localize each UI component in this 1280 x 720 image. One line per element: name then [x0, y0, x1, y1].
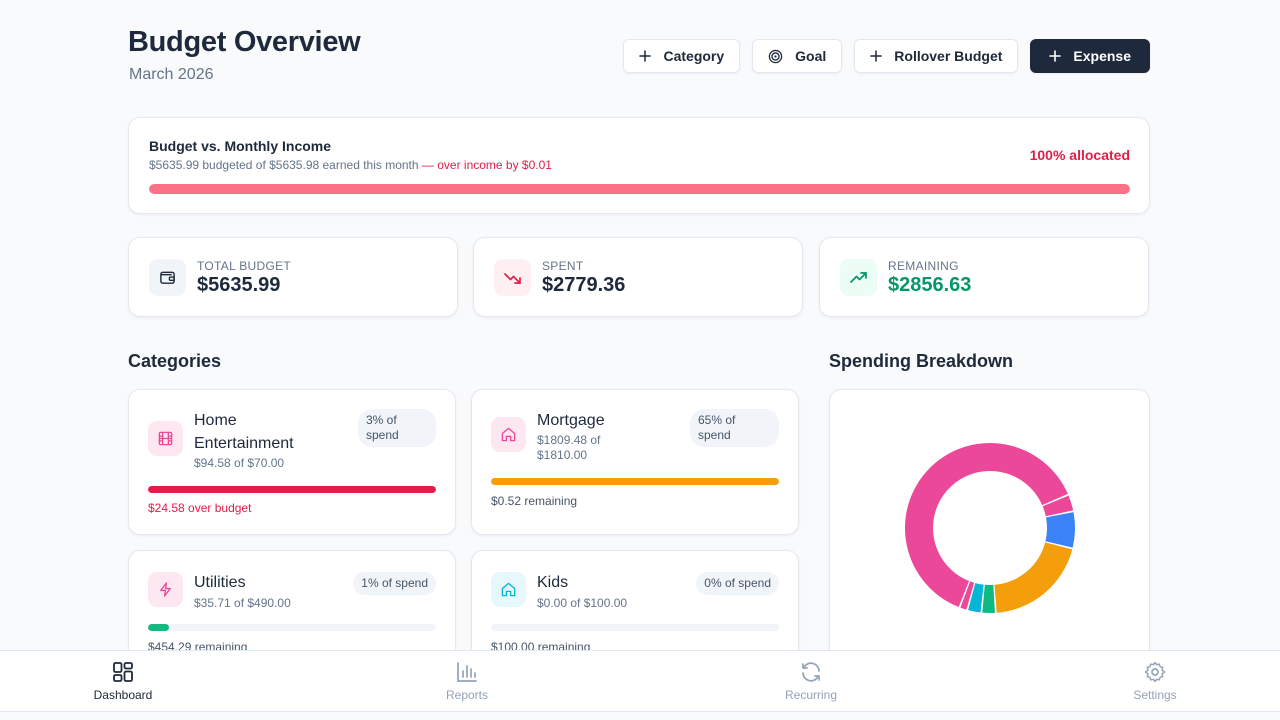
category-name: Utilities [194, 574, 246, 591]
donut-slice-6[interactable] [960, 581, 975, 610]
bar-chart-icon [457, 662, 477, 682]
rollover-budget-label: Rollover Budget [894, 48, 1003, 64]
donut-slice-1[interactable] [1042, 495, 1074, 517]
spending-donut-chart [905, 443, 1075, 613]
income-summary-card: Budget vs. Monthly Income $5635.99 budge… [128, 117, 1150, 214]
wallet-icon [149, 259, 186, 296]
category-name: Kids [537, 574, 569, 591]
plus-icon [1049, 50, 1062, 62]
remaining-card: REMAINING $2856.63 [819, 237, 1149, 317]
gear-icon [1144, 661, 1166, 683]
category-amount: $35.71 of $490.00 [194, 596, 291, 610]
income-progress-fill [149, 184, 1130, 194]
category-amount: $0.00 of $100.00 [537, 596, 628, 610]
rollover-budget-button[interactable]: Rollover Budget [854, 39, 1019, 73]
nav-label: Reports [445, 688, 489, 702]
category-share-badge: 0% of spend [696, 572, 779, 595]
dashboard-icon [113, 662, 133, 682]
film-icon [148, 421, 183, 456]
nav-label: Dashboard [93, 688, 153, 702]
add-category-button[interactable]: Category [623, 39, 741, 73]
category-share-badge: 1% of spend [353, 572, 436, 595]
over-income-warning: — over income by $0.01 [418, 158, 552, 172]
target-icon [768, 49, 783, 63]
total-budget-card: TOTAL BUDGET $5635.99 [128, 237, 458, 317]
category-progress-track [148, 624, 436, 631]
add-category-label: Category [663, 48, 725, 64]
stat-value: $2856.63 [888, 274, 972, 296]
category-amount: $1809.48 of $1810.00 [537, 433, 601, 462]
home-icon [491, 572, 526, 607]
page-title: Budget Overview [128, 26, 361, 58]
category-progress-track [491, 624, 779, 631]
category-share-badge: 3% of spend [358, 409, 436, 447]
allocated-percentage: 100% allocated [1029, 147, 1130, 163]
nav-settings[interactable]: Settings [1095, 651, 1215, 713]
trending-down-icon [494, 259, 531, 296]
add-expense-button[interactable]: Expense [1030, 39, 1150, 73]
category-card-mortgage[interactable]: Mortgage $1809.48 of $1810.00 65% of spe… [471, 389, 799, 535]
donut-slice-4[interactable] [982, 584, 995, 613]
category-status: $0.52 remaining [491, 494, 578, 508]
category-progress-fill [148, 486, 436, 493]
income-progress-track [149, 184, 1130, 194]
plus-icon [870, 50, 883, 62]
donut-slice-5[interactable] [968, 583, 984, 613]
category-share-badge: 65% of spend [690, 409, 779, 447]
nav-label: Settings [1133, 688, 1177, 702]
category-progress-track [148, 486, 436, 493]
spending-breakdown-card [829, 389, 1150, 689]
nav-reports[interactable]: Reports [407, 651, 527, 713]
categories-heading: Categories [128, 351, 222, 371]
income-card-summary: $5635.99 budgeted of $5635.98 earned thi… [149, 158, 552, 172]
stat-label: SPENT [542, 259, 584, 273]
add-expense-label: Expense [1073, 48, 1131, 64]
stat-value: $2779.36 [542, 274, 626, 296]
bolt-icon [148, 572, 183, 607]
category-status: $24.58 over budget [148, 501, 252, 515]
category-name: Home Entertainment [194, 412, 294, 452]
donut-slice-0[interactable] [905, 443, 1068, 608]
spent-card: SPENT $2779.36 [473, 237, 803, 317]
bottom-navigation: Dashboard Reports Recurring Settings [0, 650, 1280, 712]
category-progress-fill [148, 624, 170, 631]
category-card-home-entertainment[interactable]: Home Entertainment $94.58 of $70.00 3% o… [128, 389, 456, 535]
category-name: Mortgage [537, 412, 605, 429]
nav-dashboard[interactable]: Dashboard [63, 651, 183, 713]
donut-slice-2[interactable] [1045, 512, 1075, 548]
category-progress-track [491, 478, 779, 485]
stat-value: $5635.99 [197, 274, 281, 296]
spending-breakdown-heading: Spending Breakdown [829, 351, 1014, 371]
refresh-icon [802, 662, 820, 682]
page-subtitle: March 2026 [129, 66, 214, 83]
stat-label: REMAINING [888, 259, 959, 273]
nav-label: Recurring [784, 688, 838, 702]
income-summary-text: $5635.99 budgeted of $5635.98 earned thi… [149, 158, 419, 172]
donut-slice-3[interactable] [994, 542, 1073, 613]
stat-label: TOTAL BUDGET [197, 259, 292, 273]
nav-recurring[interactable]: Recurring [751, 651, 871, 713]
home-icon [491, 417, 526, 452]
add-goal-button[interactable]: Goal [752, 39, 843, 73]
header-actions: Category Goal Rollover Budget Expense [623, 39, 1150, 73]
category-progress-fill [491, 478, 779, 485]
plus-icon [639, 50, 652, 62]
add-goal-label: Goal [795, 48, 827, 64]
category-amount: $94.58 of $70.00 [194, 456, 285, 470]
trending-up-icon [840, 259, 877, 296]
income-card-title: Budget vs. Monthly Income [149, 138, 332, 154]
